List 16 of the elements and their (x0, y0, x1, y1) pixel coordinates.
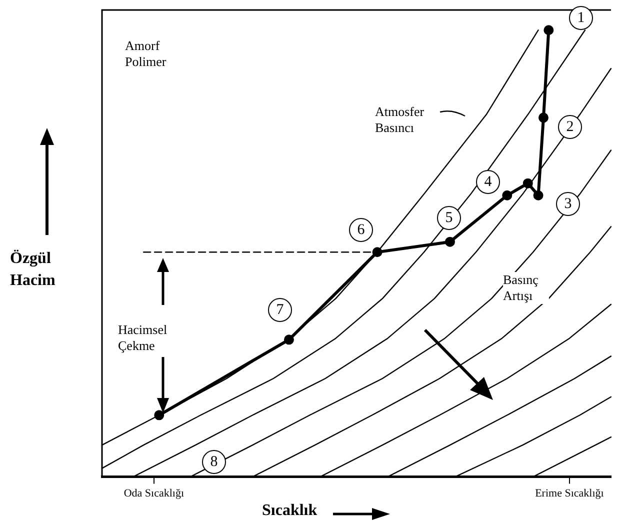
annotation: 8 (202, 450, 226, 474)
annotation: Atmosfer Basıncı (375, 104, 437, 136)
x-tick-label: Erime Sıcaklığı (535, 487, 604, 500)
annotation: 2 (558, 115, 582, 139)
x-axis-title: Sıcaklık (262, 502, 318, 519)
annotation: Hacimsel Çekme (118, 322, 180, 354)
annotation: 3 (556, 192, 580, 216)
annotation: Basınç Artışı (503, 272, 549, 304)
text: 1 (569, 6, 593, 30)
annotation: Amorf Polimer (125, 38, 187, 70)
annotation: 5 (437, 206, 461, 230)
annotation: 4 (476, 170, 500, 194)
annotation: 7 (268, 298, 292, 322)
y-axis-title: Özgül Hacim (10, 248, 56, 291)
x-tick-label: Oda Sıcaklığı (124, 487, 184, 500)
annotation: 6 (349, 218, 373, 242)
